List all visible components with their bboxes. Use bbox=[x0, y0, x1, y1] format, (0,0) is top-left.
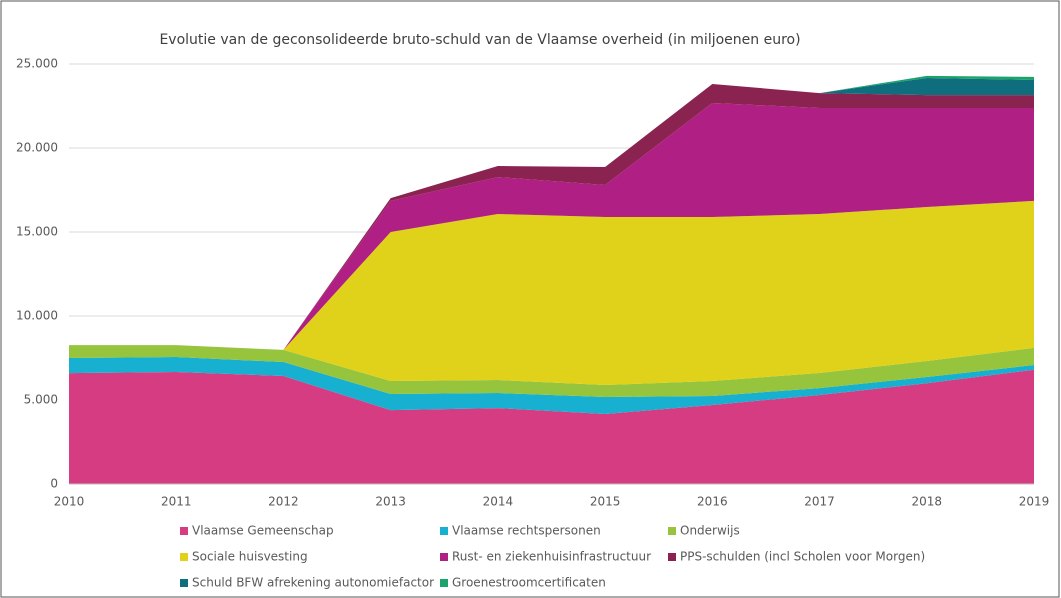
legend-label: Rust- en ziekenhuisinfrastructuur bbox=[452, 550, 651, 564]
area bbox=[69, 369, 1034, 484]
legend-swatch bbox=[180, 553, 188, 561]
x-tick-label: 2011 bbox=[161, 495, 192, 509]
x-tick-label: 2017 bbox=[804, 495, 835, 509]
legend-label: Groenestroomcertificaten bbox=[452, 576, 606, 590]
x-tick-label: 2012 bbox=[268, 495, 299, 509]
y-tick-label: 0 bbox=[50, 477, 58, 491]
x-tick-label: 2015 bbox=[590, 495, 621, 509]
legend-label: Vlaamse rechtspersonen bbox=[452, 524, 601, 538]
legend-label: Onderwijs bbox=[680, 524, 740, 538]
legend-swatch bbox=[180, 527, 188, 535]
legend-swatch bbox=[440, 579, 448, 587]
y-tick-label: 25.000 bbox=[16, 57, 58, 71]
legend-label: Schuld BFW afrekening autonomiefactor bbox=[192, 576, 434, 590]
area bbox=[69, 356, 1034, 414]
legend-swatch bbox=[180, 579, 188, 587]
legend-label: Sociale huisvesting bbox=[192, 550, 308, 564]
area bbox=[69, 345, 1034, 397]
x-tick-label: 2018 bbox=[912, 495, 943, 509]
area bbox=[69, 200, 1034, 386]
legend-swatch bbox=[668, 527, 676, 535]
area bbox=[69, 102, 1034, 350]
x-tick-label: 2016 bbox=[697, 495, 728, 509]
chart-title: Evolutie van de geconsolideerde bruto-sc… bbox=[159, 32, 800, 48]
x-tick-label: 2013 bbox=[375, 495, 406, 509]
legend-swatch bbox=[440, 553, 448, 561]
y-tick-label: 20.000 bbox=[16, 141, 58, 155]
x-tick-label: 2014 bbox=[483, 495, 514, 509]
y-tick-label: 5.000 bbox=[24, 393, 58, 407]
legend-label: PPS-schulden (incl Scholen voor Morgen) bbox=[680, 550, 925, 564]
legend-swatch bbox=[440, 527, 448, 535]
legend-swatch bbox=[668, 553, 676, 561]
y-tick-label: 15.000 bbox=[16, 225, 58, 239]
legend-label: Vlaamse Gemeenschap bbox=[192, 524, 334, 538]
x-tick-label: 2019 bbox=[1019, 495, 1050, 509]
x-tick-label: 2010 bbox=[54, 495, 85, 509]
y-tick-label: 10.000 bbox=[16, 309, 58, 323]
